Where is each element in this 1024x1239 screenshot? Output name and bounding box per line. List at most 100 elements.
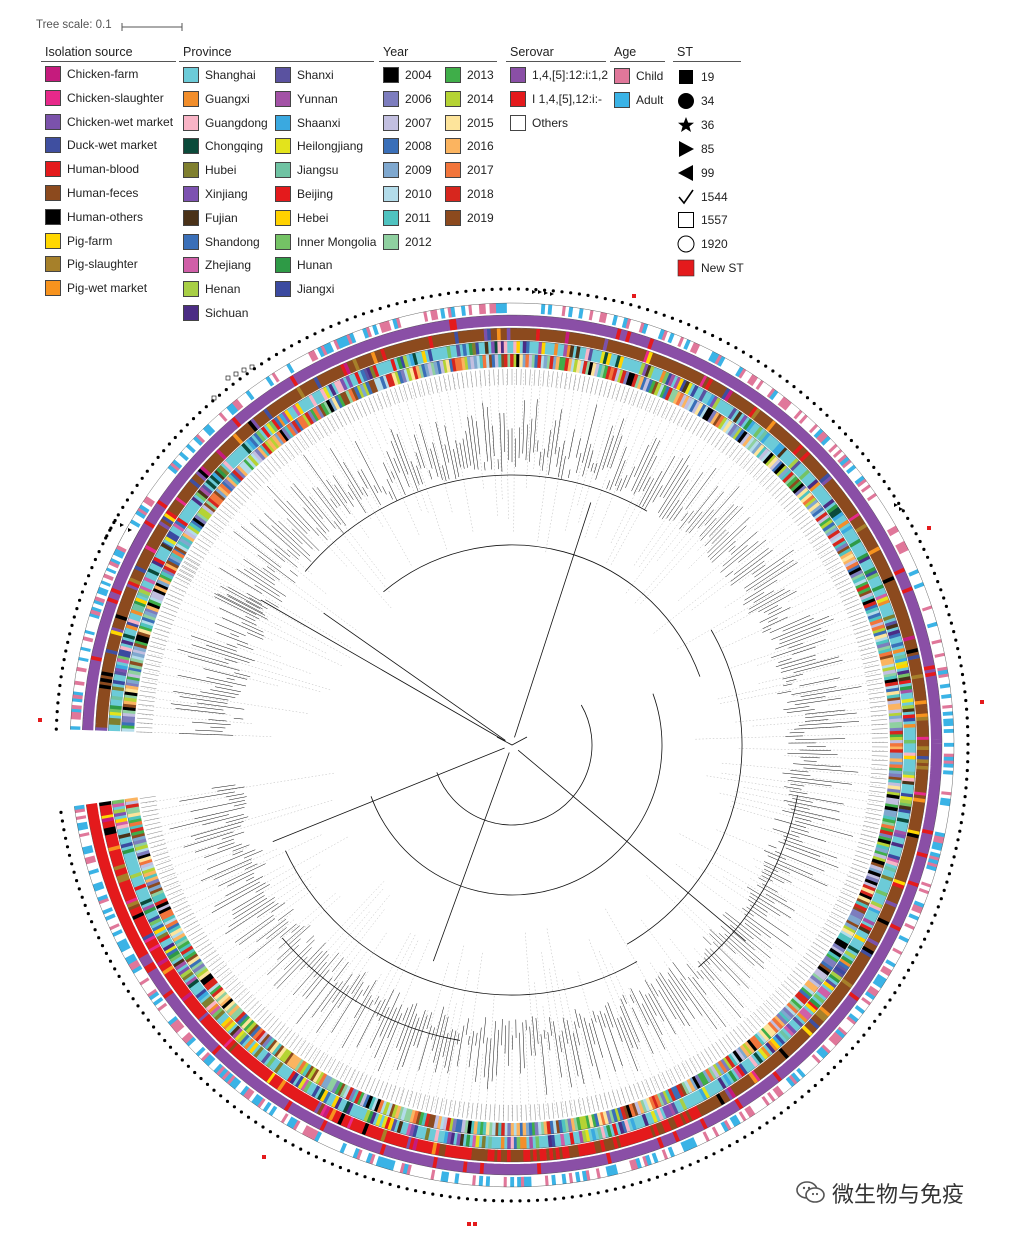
province-ring-segment <box>112 621 139 686</box>
tree-branch-arc <box>383 544 701 677</box>
legend-swatch <box>383 67 399 83</box>
legend-item: 2013 <box>445 67 494 83</box>
legend-swatch <box>275 209 291 226</box>
year-ring-segment <box>123 697 137 703</box>
st-85-marker <box>128 528 132 532</box>
st-1557-marker <box>241 367 247 373</box>
legend-label: Child <box>636 69 664 83</box>
legend-label: Pig-farm <box>67 233 113 248</box>
legend-item: 2004 <box>383 67 432 83</box>
legend-label: 1544 <box>701 189 728 204</box>
legend-swatch <box>445 90 461 107</box>
legend-label: Guangdong <box>205 115 268 130</box>
legend-title: ST <box>677 45 693 59</box>
legend-item: 2015 <box>445 114 494 131</box>
new-st-marker <box>632 294 636 298</box>
tree-terminal-branches <box>169 399 862 1095</box>
province-ring-segment <box>109 711 122 716</box>
legend-item: 1920 <box>677 235 728 253</box>
legend-item: 2009 <box>383 162 432 179</box>
legend-item: Chicken-wet market <box>45 113 173 130</box>
legend-swatch <box>445 114 461 131</box>
tree-branch-arc <box>436 704 593 826</box>
legend-item: Hebei <box>275 209 329 226</box>
legend-swatch <box>275 281 291 298</box>
left-triangle-icon <box>677 164 695 182</box>
legend-label: Shandong <box>205 234 260 249</box>
legend-swatch <box>383 233 399 250</box>
legend-label: 2014 <box>467 91 494 106</box>
legend-item: Shaanxi <box>275 114 340 131</box>
legend-swatch <box>183 162 199 179</box>
check-icon <box>677 188 695 206</box>
open-circle-icon <box>677 235 695 253</box>
tree-branch <box>432 752 510 962</box>
legend-swatch <box>275 90 291 107</box>
province-ring-segment <box>108 686 125 726</box>
legend-item: Pig-slaughter <box>45 256 138 273</box>
legend-swatch <box>445 67 461 83</box>
legend-swatch <box>383 209 399 226</box>
leaf-leader-lines <box>140 564 343 737</box>
source-ring-segment <box>127 580 140 589</box>
legend-label: Jiangxi <box>297 282 335 297</box>
legend-swatch <box>183 138 199 155</box>
leaf-labels <box>139 368 889 1122</box>
legend-label: Hebei <box>297 210 329 225</box>
legend-item: Human-others <box>45 208 143 225</box>
source-ring-segment <box>144 544 157 554</box>
legend-label: Shanxi <box>297 68 334 82</box>
legend-swatch <box>275 138 291 155</box>
legend-item: Henan <box>183 281 240 298</box>
legend-label: Beijing <box>297 187 334 201</box>
legend-item: Fujian <box>183 209 238 226</box>
st-1557-marker <box>211 395 217 401</box>
st-85-marker <box>550 292 554 296</box>
province-ring-segment <box>114 670 127 677</box>
legend-label: 2004 <box>405 68 432 82</box>
legend-item: Shanghai <box>183 67 256 83</box>
legend-label: Inner Mongolia <box>297 234 377 249</box>
legend-item: Chongqing <box>183 138 264 155</box>
source-ring-segment <box>110 629 123 637</box>
legend-label: Chongqing <box>205 139 264 154</box>
legend-item: Pig-farm <box>45 232 113 249</box>
legend-swatch <box>183 209 199 226</box>
legend-item: New ST <box>677 259 744 277</box>
legend-item: Shanxi <box>275 67 334 83</box>
legend-divider <box>506 61 606 62</box>
legend-label: Hubei <box>205 163 237 178</box>
legend-item: Chicken-farm <box>45 66 138 82</box>
legend-swatch <box>183 257 199 274</box>
legend-label: 2006 <box>405 91 432 106</box>
legend-item: Adult <box>614 92 663 108</box>
province-ring-segment <box>153 556 166 566</box>
legend-title: Year <box>383 45 409 59</box>
year-ring-border <box>121 549 174 732</box>
legend-swatch <box>275 186 291 202</box>
source-ring-segment <box>98 614 128 690</box>
legend-swatch <box>383 114 399 131</box>
legend-label: Adult <box>636 93 664 107</box>
legend-item: Inner Mongolia <box>275 233 377 250</box>
legend-swatch <box>614 92 630 108</box>
legend-item: I 1,4,[5],12:i:- <box>510 91 602 107</box>
legend-label: Heilongjiang <box>297 139 364 154</box>
legend-label: Others <box>532 116 569 130</box>
legend-swatch <box>45 66 61 82</box>
legend-item: 2018 <box>445 186 494 202</box>
legend-swatch <box>510 115 526 131</box>
st-85-marker <box>899 507 903 511</box>
legend-item: Jiangsu <box>275 162 338 179</box>
legend-swatch <box>383 138 399 155</box>
legend-item: Human-blood <box>45 161 139 178</box>
right-triangle-icon <box>677 140 695 158</box>
legend-item: 2010 <box>383 186 432 202</box>
legend-item: Child <box>614 68 663 84</box>
legend-item: 99 <box>677 164 714 182</box>
serovar-ring-segment <box>82 529 150 731</box>
legend-item: 19 <box>677 68 714 86</box>
legend-swatch <box>445 209 461 226</box>
legend-item: Zhejiang <box>183 257 251 274</box>
year-ring-segment <box>122 582 169 711</box>
